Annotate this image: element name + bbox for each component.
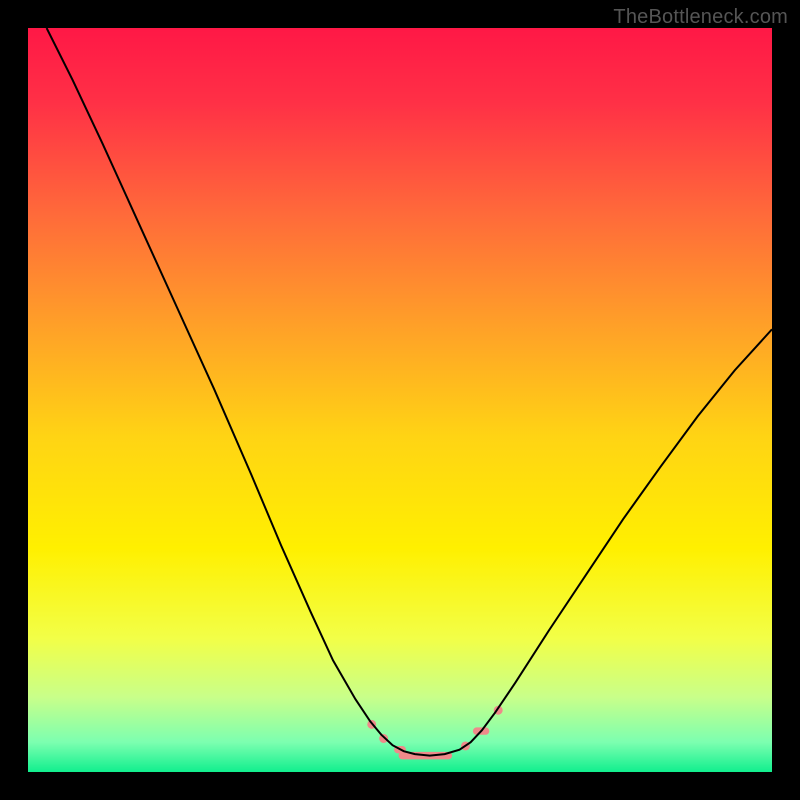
plot-area <box>28 28 772 772</box>
bottom-markers <box>367 706 502 760</box>
chart-frame: TheBottleneck.com <box>0 0 800 800</box>
watermark-text: TheBottleneck.com <box>613 6 788 29</box>
bottleneck-curve <box>47 28 772 756</box>
curve-layer <box>28 28 772 772</box>
